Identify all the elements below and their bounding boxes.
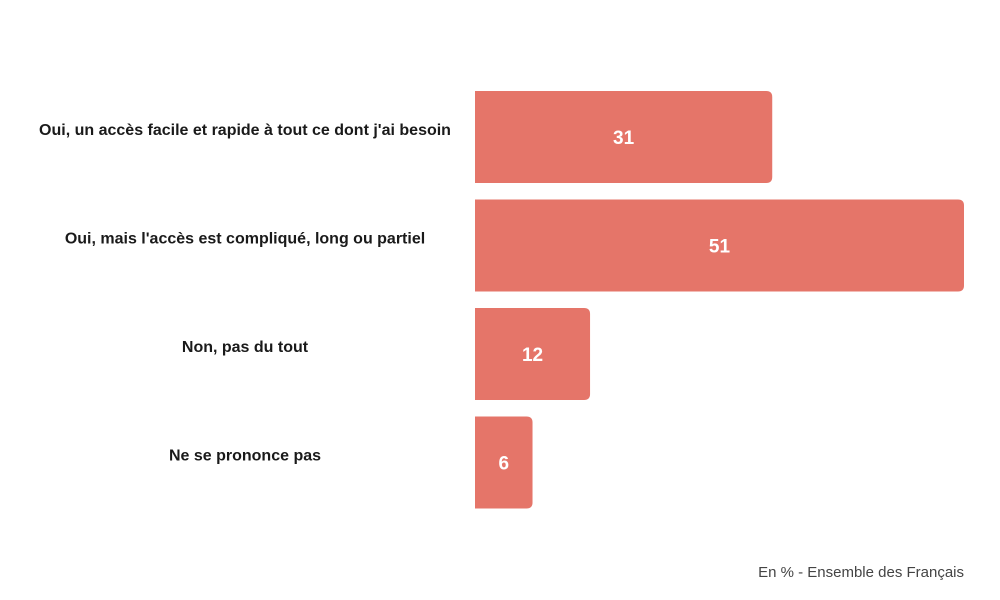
category-label-3: Non, pas du tout <box>182 339 309 356</box>
category-label-2: Oui, mais l'accès est compliqué, long ou… <box>65 231 425 248</box>
footnote: En % - Ensemble des Français <box>758 564 964 581</box>
bar-value-label-3: 12 <box>522 345 543 366</box>
bar-value-label-2: 51 <box>709 237 731 258</box>
bar-1 <box>475 91 773 183</box>
bar-value-label-1: 31 <box>613 128 635 149</box>
bar-value-label-4: 6 <box>498 454 509 475</box>
category-label-1: Oui, un accès facile et rapide à tout ce… <box>39 122 451 139</box>
bar-4 <box>475 416 533 509</box>
bar-3 <box>475 308 591 400</box>
category-label-4: Ne se prononce pas <box>169 448 321 465</box>
bar-2 <box>475 199 964 292</box>
